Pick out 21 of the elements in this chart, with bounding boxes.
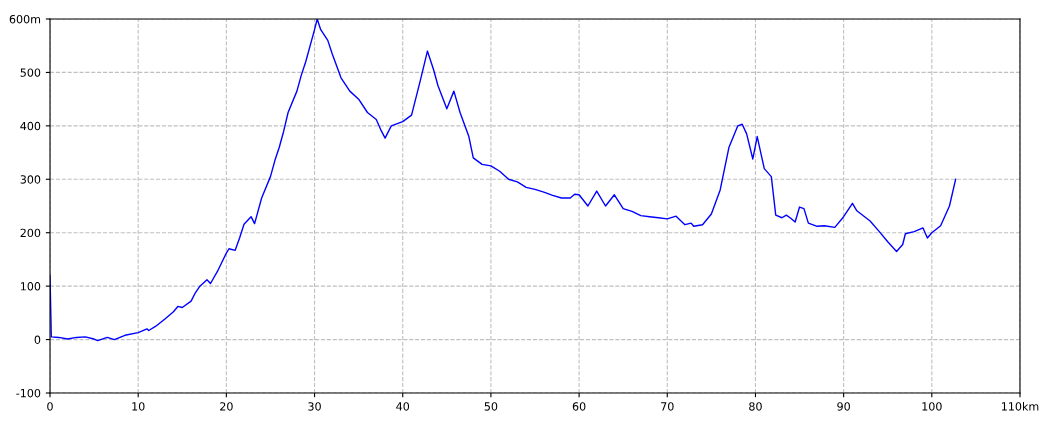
y-tick-label: -100 bbox=[16, 388, 41, 398]
y-tick-label: 600m bbox=[9, 14, 41, 24]
line-series bbox=[50, 19, 957, 342]
x-tick-label: 70 bbox=[661, 402, 674, 411]
x-tick-label: 50 bbox=[484, 402, 498, 411]
y-tick-label: 400 bbox=[20, 121, 41, 131]
x-tick-label: 40 bbox=[396, 402, 410, 411]
y-tick-label: 500 bbox=[20, 68, 41, 77]
y-tick-label: 200 bbox=[20, 228, 41, 238]
y-tick-label: 100 bbox=[20, 282, 41, 291]
x-tick-label: 30 bbox=[308, 402, 321, 411]
x-tick-label: 10 bbox=[132, 402, 145, 411]
x-tick-label: 110km bbox=[1001, 402, 1039, 411]
x-tick-label: 0 bbox=[47, 402, 53, 411]
x-tick-label: 100 bbox=[922, 402, 942, 411]
y-tick-label: 0 bbox=[34, 335, 41, 344]
x-tick-label: 60 bbox=[572, 402, 586, 411]
y-tick-label: 300 bbox=[20, 175, 41, 184]
x-tick-label: 90 bbox=[837, 402, 850, 411]
x-tick-label: 20 bbox=[220, 402, 233, 411]
x-tick-label: 80 bbox=[749, 402, 762, 411]
